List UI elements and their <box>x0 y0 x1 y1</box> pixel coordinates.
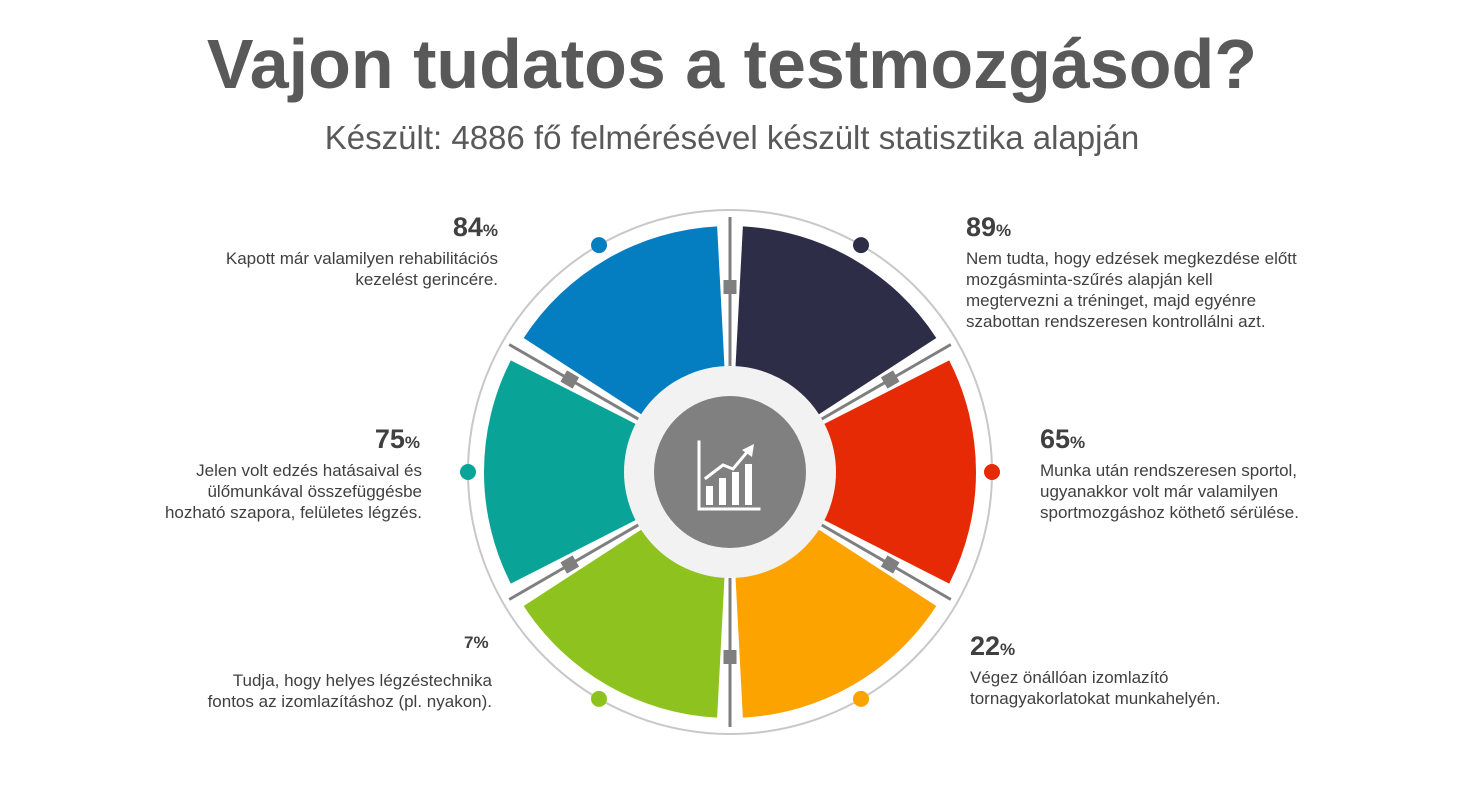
segment-65 <box>815 360 977 584</box>
segment-description: Tudja, hogy helyes légzéstechnika fontos… <box>207 671 492 711</box>
hub-circle <box>654 396 806 548</box>
segment-dot-65 <box>984 464 1000 480</box>
segment-dot-75 <box>460 464 476 480</box>
value-label: 75% <box>374 424 420 454</box>
segment-dot-89 <box>853 237 869 254</box>
spoke-line <box>807 515 952 601</box>
segment-description: Nem tudta, hogy edzések megkezdése előtt… <box>966 249 1297 331</box>
segment-22 <box>735 524 937 718</box>
segment-dot-22 <box>853 690 869 707</box>
spoke-connector <box>560 370 580 389</box>
callout-75: 75% Jelen volt edzés hatásaival és ülőmu… <box>40 424 422 523</box>
segment-dot-7 <box>591 690 607 707</box>
growth-chart-icon <box>697 440 761 511</box>
segment-89 <box>735 226 937 420</box>
value-label-wrap: 7% <box>112 628 492 658</box>
spoke-connector <box>880 370 900 389</box>
segment-description: Végez önállóan izomlazító tornagyakorlat… <box>970 668 1221 708</box>
value-label: 22% <box>970 631 1016 661</box>
segment-dot-84 <box>591 237 607 254</box>
callout-84: 84% Kapott már valamilyen rehabilitációs… <box>118 212 498 290</box>
spoke-connector <box>560 555 580 574</box>
spoke-line <box>508 515 653 601</box>
value-label: 65% <box>1040 424 1086 454</box>
value-label: 7% <box>464 633 489 652</box>
page-title: Vajon tudatos a testmozgásod? <box>206 25 1258 103</box>
page-subtitle: Készült: 4886 fő felmérésével készült st… <box>324 119 1140 156</box>
segment-84 <box>523 226 725 420</box>
spoke-line <box>508 343 653 429</box>
callout-7: 7% Tudja, hogy helyes légzéstechnika fon… <box>112 628 492 712</box>
spoke-line <box>807 343 952 429</box>
segment-7 <box>523 524 725 718</box>
segment-description: Munka után rendszeresen sportol, ugyanak… <box>1040 461 1299 522</box>
segment-75 <box>484 360 645 584</box>
callout-65: 65% Munka után rendszeresen sportol, ugy… <box>1040 424 1420 523</box>
callout-89: 89% Nem tudta, hogy edzések megkezdése e… <box>966 212 1346 332</box>
value-label: 84% <box>452 212 498 242</box>
value-label: 89% <box>966 212 1012 242</box>
callout-22: 22% Végez önállóan izomlazító tornagyako… <box>970 631 1350 709</box>
segment-description: Jelen volt edzés hatásaival és ülőmunkáv… <box>164 461 422 522</box>
spoke-connector <box>880 555 900 574</box>
segment-description: Kapott már valamilyen rehabilitációs kez… <box>225 249 498 289</box>
